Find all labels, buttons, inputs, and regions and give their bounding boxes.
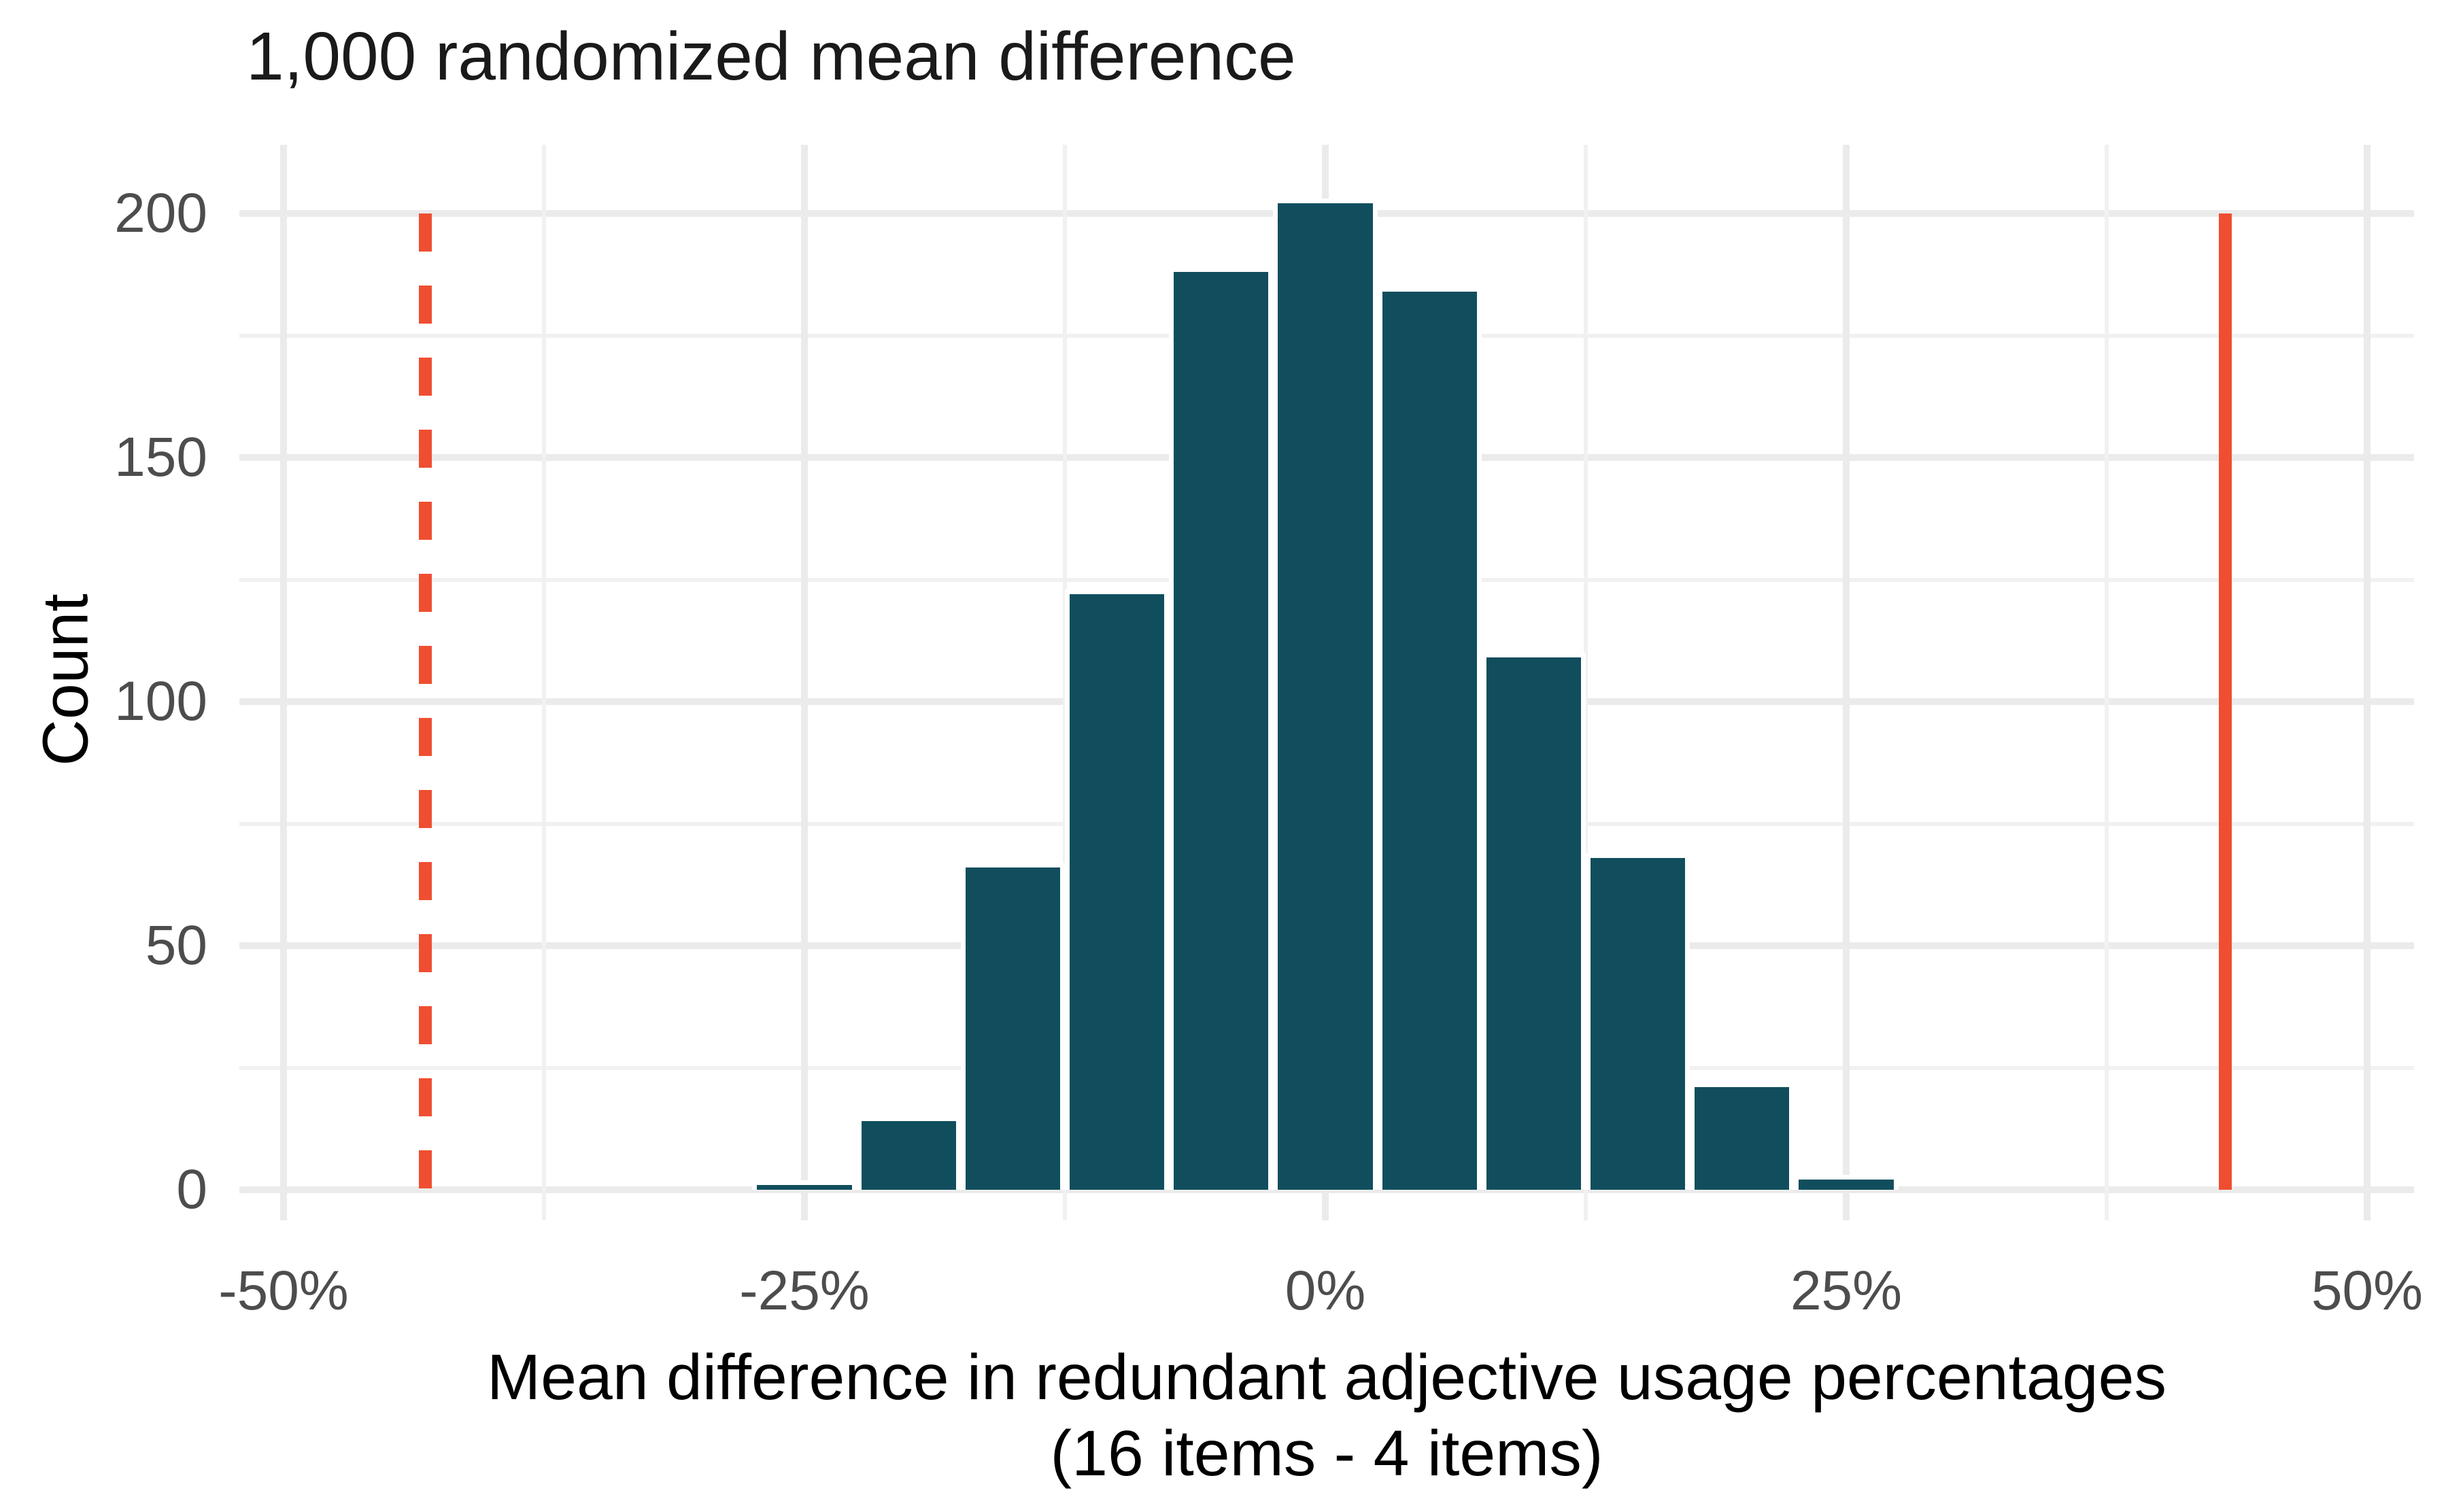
histogram-bar — [1169, 267, 1274, 1190]
y-tick-label: 150 — [114, 426, 207, 488]
gridline-x-minor — [542, 145, 546, 1220]
reference-line-dashed — [418, 213, 432, 1190]
y-tick-label: 200 — [114, 182, 207, 244]
histogram-bar — [752, 1180, 857, 1190]
x-tick-label: 25% — [1790, 1260, 1903, 1322]
y-tick-label: 0 — [176, 1158, 207, 1220]
plot-title: 1,000 randomized mean difference — [246, 18, 1296, 94]
y-tick-label: 50 — [145, 914, 207, 976]
histogram-bar — [1065, 589, 1170, 1190]
histogram-bar — [1377, 286, 1482, 1190]
x-tick-label: -25% — [739, 1260, 870, 1322]
reference-line-solid — [2219, 213, 2232, 1190]
histogram-bar — [856, 1116, 961, 1190]
x-tick-label: -50% — [218, 1260, 349, 1322]
gridline-x-minor — [1584, 145, 1588, 1220]
x-tick-label: 50% — [2311, 1260, 2424, 1322]
gridline-x-major — [1843, 145, 1850, 1220]
gridline-x-major — [801, 145, 808, 1220]
x-tick-label: 0% — [1285, 1260, 1366, 1322]
histogram-bar — [1794, 1175, 1899, 1190]
histogram-bar — [1586, 853, 1690, 1190]
histogram-bar — [960, 862, 1065, 1190]
gridline-x-major — [2364, 145, 2370, 1220]
histogram-bar — [1690, 1082, 1795, 1190]
x-axis-title-line2: (16 items - 4 items) — [1050, 1418, 1603, 1490]
x-axis-title-line1: Mean difference in redundant adjective u… — [487, 1341, 2166, 1413]
gridline-x-major — [280, 145, 287, 1220]
y-tick-label: 100 — [114, 670, 207, 732]
x-axis-title: Mean difference in redundant adjective u… — [239, 1339, 2414, 1492]
gridline-x-minor — [2105, 145, 2109, 1220]
histogram-bar — [1481, 653, 1586, 1190]
histogram-bar — [1273, 199, 1378, 1190]
